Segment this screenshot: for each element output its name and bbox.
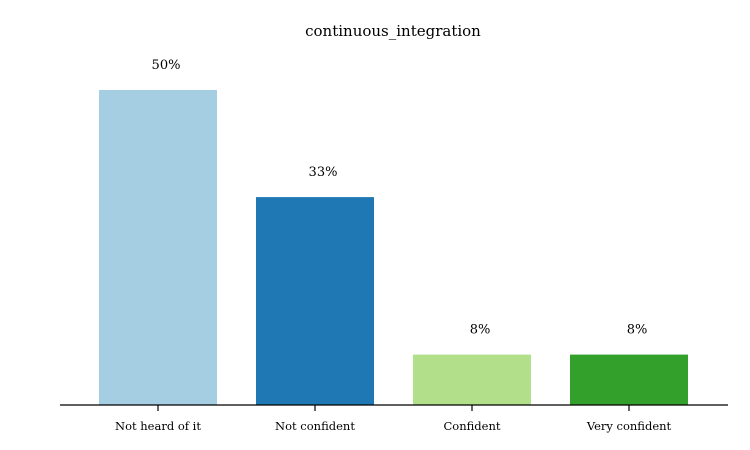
data-label-4: 8% <box>627 323 648 338</box>
x-ticks-group: Not heard of it Not confident Confident Ver… <box>115 405 672 433</box>
data-label-2: 33% <box>309 165 338 180</box>
bars-group <box>99 90 688 405</box>
data-label-1: 50% <box>152 58 181 73</box>
bar-2 <box>256 197 374 405</box>
bar-4 <box>570 354 688 405</box>
data-labels-group: 50% 33% 8% 8% <box>152 58 648 338</box>
data-label-3: 8% <box>470 323 491 338</box>
x-tick-label-2: Not confident <box>275 419 355 433</box>
x-tick-label-1: Not heard of it <box>115 419 201 433</box>
x-tick-label-4: Very confident <box>586 419 672 433</box>
x-tick-label-3: Confident <box>444 419 501 433</box>
bar-3 <box>413 354 531 405</box>
chart-title: continuous_integration <box>305 22 481 40</box>
bar-1 <box>99 90 217 405</box>
